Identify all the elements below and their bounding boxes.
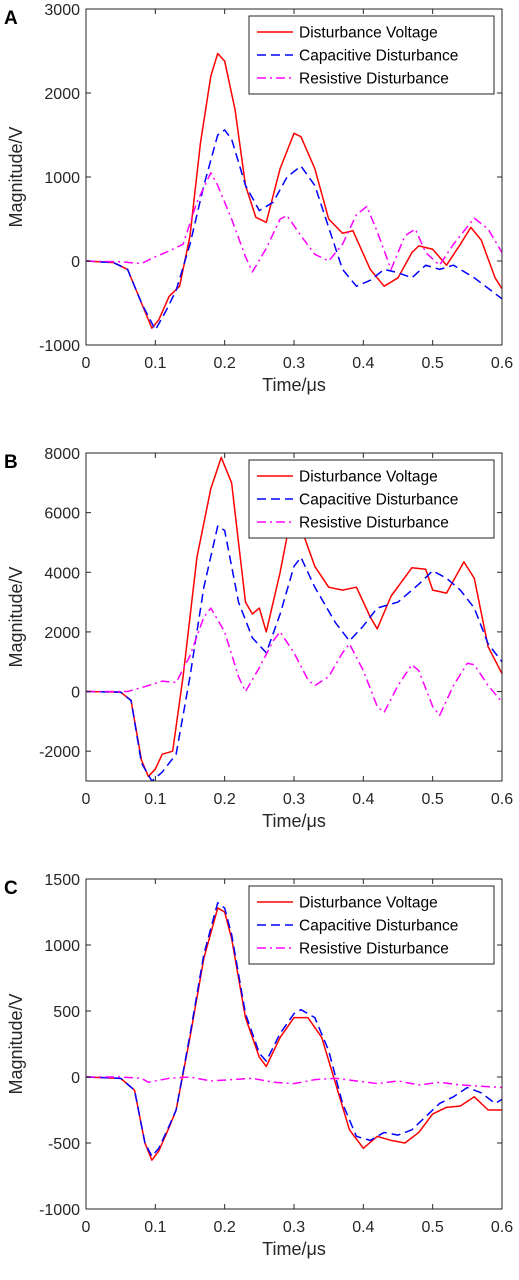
x-tick-label: 0.5	[422, 791, 444, 808]
x-tick-label: 0.5	[422, 355, 444, 372]
y-tick-label: 3000	[44, 2, 80, 19]
series-group	[86, 456, 502, 781]
series-group	[86, 902, 502, 1161]
y-tick-label: 0	[71, 685, 80, 702]
y-tick-label: 1500	[44, 872, 80, 889]
panel-label: C	[4, 878, 18, 899]
y-tick-label: 4000	[44, 565, 80, 582]
series-line-disturbance-voltage	[86, 52, 502, 329]
y-tick-label: 0	[71, 254, 80, 271]
y-tick-label: 2000	[44, 625, 80, 642]
x-tick-label: 0	[82, 1219, 91, 1236]
series-line-resistive-disturbance	[86, 172, 502, 273]
y-tick-label: -500	[48, 1136, 80, 1153]
chart-panel-b: B 0 0.1 0.2 0.3 0.4 0.5 0.6 -2000 0 2000 4000 6000 80…	[4, 446, 513, 831]
x-tick-label: 0.4	[352, 1219, 374, 1236]
legend-entry: Disturbance Voltage	[299, 469, 438, 486]
legend-entry: Resistive Disturbance	[299, 515, 449, 532]
legend-entry: Disturbance Voltage	[299, 25, 438, 42]
chart-panel-c: C 0 0.1 0.2 0.3 0.4 0.5 0.6 -1000 -500 0 500 1000 150…	[4, 872, 513, 1259]
legend-entry: Capacitive Disturbance	[299, 48, 458, 65]
y-tick-label: 1000	[44, 170, 80, 187]
x-tick-label: 0.2	[214, 1219, 236, 1236]
panel-label: B	[4, 452, 18, 473]
y-tick-label: 2000	[44, 86, 80, 103]
x-axis-label: Time/μs	[262, 811, 326, 831]
y-axis-label: Magnitude/V	[6, 126, 26, 227]
legend-entry: Resistive Disturbance	[299, 71, 449, 88]
legend: Disturbance Voltage Capacitive Disturbanc…	[248, 459, 495, 539]
legend-entry: Resistive Disturbance	[299, 941, 449, 958]
x-tick-label: 0.5	[422, 1219, 444, 1236]
y-tick-label: -1000	[39, 1202, 80, 1219]
y-axis-label: Magnitude/V	[6, 993, 26, 1094]
y-tick-label: 1000	[44, 938, 80, 955]
x-axis-label: Time/μs	[262, 375, 326, 395]
x-tick-label: 0	[82, 355, 91, 372]
x-axis-label: Time/μs	[262, 1239, 326, 1259]
series-line-capacitive-disturbance	[86, 129, 502, 331]
x-tick-label: 0	[82, 791, 91, 808]
legend-entry: Capacitive Disturbance	[299, 492, 458, 509]
series-group	[86, 52, 502, 331]
series-line-disturbance-voltage	[86, 456, 502, 778]
x-tick-label: 0.3	[283, 355, 305, 372]
legend-entry: Capacitive Disturbance	[299, 918, 458, 935]
series-line-resistive-disturbance	[86, 607, 502, 717]
legend: Disturbance Voltage Capacitive Disturbanc…	[248, 885, 495, 965]
y-tick-label: 8000	[44, 446, 80, 463]
x-tick-label: 0.3	[283, 791, 305, 808]
x-tick-label: 0.6	[491, 791, 513, 808]
x-tick-label: 0.2	[214, 791, 236, 808]
x-tick-label: 0.1	[144, 355, 166, 372]
series-line-resistive-disturbance	[86, 1076, 502, 1089]
series-line-capacitive-disturbance	[86, 902, 502, 1157]
y-axis-label: Magnitude/V	[6, 566, 26, 667]
x-tick-label: 0.2	[214, 355, 236, 372]
x-tick-label: 0.1	[144, 1219, 166, 1236]
y-tick-label: 6000	[44, 506, 80, 523]
series-line-capacitive-disturbance	[86, 525, 502, 781]
y-tick-label: 0	[71, 1070, 80, 1087]
x-tick-label: 0.6	[491, 355, 513, 372]
y-tick-label: -1000	[39, 338, 80, 355]
series-line-disturbance-voltage	[86, 907, 502, 1161]
panel-label: A	[4, 8, 18, 29]
legend: Disturbance Voltage Capacitive Disturbanc…	[248, 15, 495, 95]
y-tick-label: -2000	[39, 744, 80, 761]
x-tick-label: 0.3	[283, 1219, 305, 1236]
y-tick-label: 500	[53, 1004, 80, 1021]
chart-panel-a: A0 0.1 0.2 0.3 0.4 0.5 0.6-10000100020003000Ti…	[4, 2, 513, 395]
x-tick-label: 0.4	[352, 355, 374, 372]
x-tick-label: 0.4	[352, 791, 374, 808]
legend-entry: Disturbance Voltage	[299, 895, 438, 912]
x-tick-label: 0.6	[491, 1219, 513, 1236]
x-tick-label: 0.1	[144, 791, 166, 808]
